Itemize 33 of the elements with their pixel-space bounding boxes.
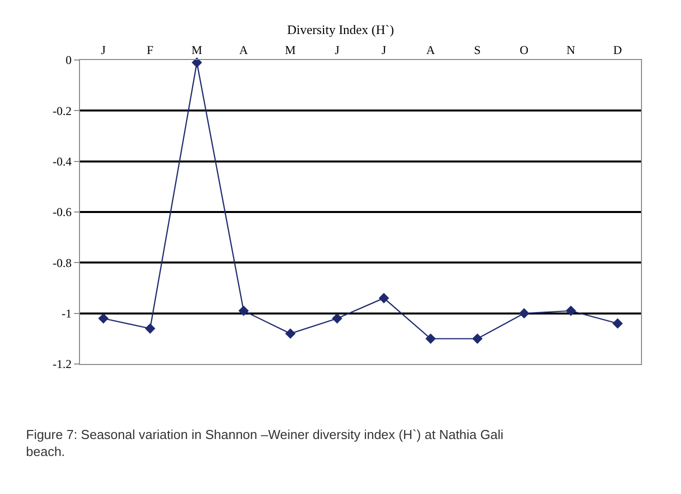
- x-tick-label: A: [239, 43, 248, 58]
- x-tick-label: J: [101, 43, 106, 58]
- point: [192, 57, 202, 68]
- point: [285, 328, 296, 339]
- x-tick-label: J: [334, 43, 340, 58]
- point: [332, 313, 342, 324]
- y-tick-label: -0.8: [52, 256, 72, 270]
- y-tick-label: -0.2: [52, 104, 72, 118]
- point: [425, 333, 436, 344]
- point: [472, 333, 483, 344]
- x-tick-label: J: [382, 43, 387, 58]
- point: [566, 306, 576, 316]
- point: [378, 292, 390, 304]
- point: [238, 306, 249, 316]
- x-tick-label: F: [146, 43, 154, 58]
- x-tick-label: M: [285, 43, 296, 58]
- point: [612, 318, 623, 329]
- x-tick-label: S: [474, 43, 481, 58]
- caption: Figure 7: Seasonal variation in Shannon –Weiner diversity index (H`) at Nathia Gali beach.: [26, 427, 504, 459]
- x-tick-label: O: [520, 43, 529, 58]
- y-tick-label: -0.6: [52, 205, 72, 220]
- x-tick-label: N: [566, 43, 576, 58]
- y-tick-label: 0: [66, 53, 72, 68]
- y-tick-label: -0.4: [52, 154, 72, 169]
- chart-title: Diversity Index (H`): [287, 22, 394, 37]
- point: [98, 313, 109, 324]
- x-tick-label: D: [613, 43, 622, 58]
- point: [144, 323, 156, 334]
- y-tick-label: -1.2: [52, 357, 72, 372]
- x-tick-label: M: [192, 43, 203, 58]
- point: [518, 308, 530, 319]
- x-tick-label: A: [426, 43, 436, 58]
- y-tick-label: -1: [62, 306, 72, 321]
